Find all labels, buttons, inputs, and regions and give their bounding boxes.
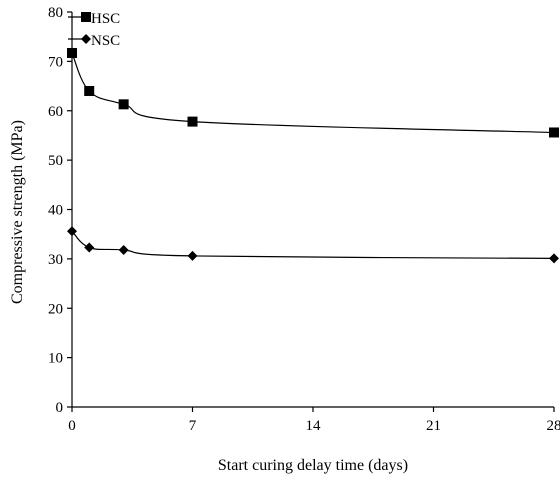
y-tick-label: 70 (48, 54, 63, 70)
y-tick-label: 80 (48, 5, 63, 21)
y-tick-label: 10 (48, 351, 63, 367)
legend-label-nsc: NSC (91, 33, 120, 49)
data-point-hsc (67, 47, 77, 58)
y-tick-label: 20 (48, 301, 63, 317)
data-point-nsc (187, 250, 198, 261)
data-point-nsc (118, 244, 129, 255)
y-tick-label: 60 (48, 104, 63, 120)
series-layer (67, 47, 559, 264)
series-line-nsc (71, 230, 555, 259)
data-point-hsc (549, 127, 559, 138)
axes (71, 12, 554, 408)
legend: HSC NSC (68, 11, 120, 49)
tick-marks: 0 10 20 30 40 50 60 70 80 0 7 14 21 28 (48, 5, 560, 434)
y-tick-label: 0 (56, 400, 64, 416)
data-point-hsc (187, 116, 198, 127)
series-line-hsc (71, 52, 555, 134)
y-tick-label: 30 (48, 252, 63, 268)
y-axis-title: Compressive strength (MPa) (9, 120, 26, 304)
x-axis-title: Start curing delay time (days) (218, 457, 408, 474)
y-tick-label: 50 (48, 153, 63, 169)
x-tick-label: 7 (189, 418, 197, 434)
legend-marker-nsc (81, 34, 91, 44)
x-tick-label: 0 (68, 418, 76, 434)
y-tick-label: 40 (48, 203, 63, 219)
data-point-hsc (118, 99, 129, 110)
x-tick-label: 14 (306, 418, 322, 434)
data-point-hsc (84, 86, 95, 96)
legend-label-hsc: HSC (91, 11, 120, 27)
data-point-nsc (84, 242, 95, 253)
legend-marker-hsc (81, 12, 91, 22)
data-point-nsc (67, 226, 77, 237)
x-tick-label: 28 (547, 418, 560, 434)
x-tick-label: 21 (426, 418, 441, 434)
data-point-nsc (549, 253, 559, 264)
